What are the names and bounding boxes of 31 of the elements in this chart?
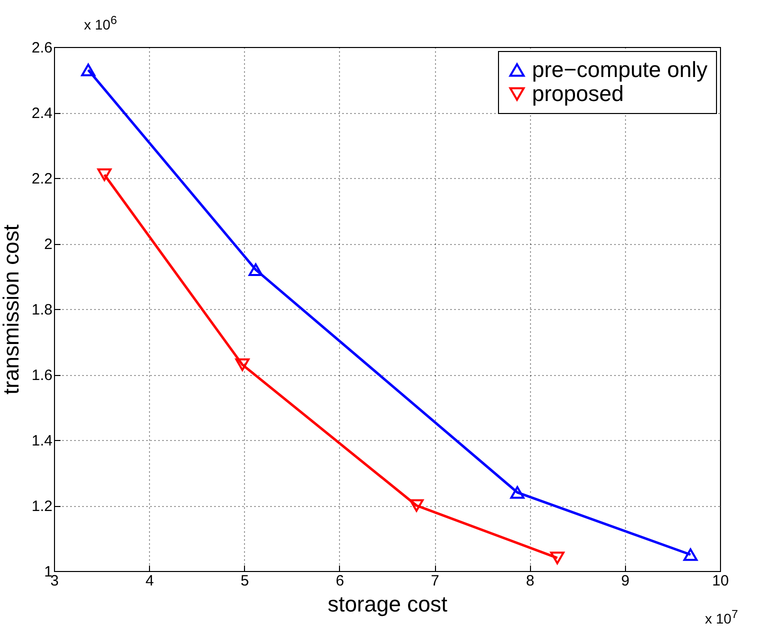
- x-tick-label: 8: [526, 572, 534, 590]
- y-tick-label: 2: [44, 236, 52, 253]
- x-tick-label: 5: [240, 572, 249, 590]
- y-tick-label: 1.4: [32, 432, 52, 450]
- x-tick-label: 7: [430, 572, 440, 590]
- x-tick-label: 6: [336, 572, 344, 590]
- y-tick-label: 1.6: [32, 367, 52, 384]
- point: [510, 486, 524, 499]
- y-tick-label: 2.2: [32, 170, 52, 188]
- y-tick-label: 1.8: [32, 302, 52, 318]
- x-axis-title: storage cost: [328, 592, 448, 616]
- text: x 10$^{7}$: [705, 608, 738, 627]
- point: [97, 168, 112, 182]
- y-tick-label: 2.4: [32, 105, 52, 122]
- x-tick-label: 3: [50, 572, 59, 590]
- point: [409, 499, 424, 512]
- point: [248, 263, 263, 276]
- point: [235, 358, 250, 371]
- point: [550, 552, 564, 564]
- text: x 10$^{6}$: [84, 14, 117, 33]
- x-tick-label: 10: [712, 572, 729, 590]
- x-tick-label: 9: [621, 572, 630, 590]
- y-tick-label: 1: [44, 564, 52, 580]
- legend-label: pre−compute only: [532, 57, 708, 82]
- y-tick-label: 2.6: [32, 40, 52, 56]
- point: [81, 64, 96, 76]
- y-tick-label: 1.2: [32, 498, 52, 515]
- x-tick-label: 4: [145, 572, 154, 590]
- y-axis-title: transmission cost: [0, 224, 24, 394]
- legend-label: proposed: [532, 81, 624, 106]
- point: [683, 548, 698, 561]
